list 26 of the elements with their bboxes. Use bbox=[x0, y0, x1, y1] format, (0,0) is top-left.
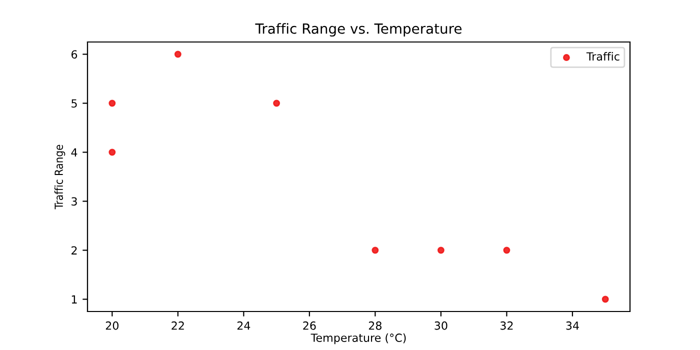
point bbox=[437, 246, 444, 254]
y-tick-label: 2 bbox=[72, 246, 77, 254]
x-tick-label: 34 bbox=[566, 321, 579, 330]
x-tick-label: 22 bbox=[172, 321, 184, 330]
x-tick-label: 20 bbox=[106, 321, 118, 330]
chart-title: Traffic Range vs. Temperature bbox=[255, 23, 462, 37]
point bbox=[602, 296, 609, 303]
x-tick-label: 24 bbox=[237, 321, 250, 330]
point bbox=[108, 100, 116, 107]
point bbox=[503, 246, 510, 254]
legend-label: Traffic bbox=[586, 52, 620, 61]
point bbox=[174, 50, 182, 58]
y-tick-label: 6 bbox=[71, 50, 78, 59]
y-tick-label: 3 bbox=[72, 197, 77, 206]
point bbox=[273, 100, 280, 107]
x-axis-title: Temperature (°C) bbox=[310, 333, 406, 344]
point bbox=[372, 246, 379, 254]
y-tick-label: 5 bbox=[72, 99, 77, 108]
x-tick-label: 32 bbox=[500, 321, 513, 330]
y-axis-title: Traffic Range bbox=[54, 144, 66, 210]
y-tick-label: 1 bbox=[72, 295, 77, 304]
x-tick-label: 30 bbox=[434, 321, 448, 330]
x-tick-label: 26 bbox=[303, 321, 316, 330]
x-tick-label: 28 bbox=[368, 321, 382, 330]
point bbox=[108, 148, 116, 156]
y-tick-label: 4 bbox=[71, 148, 78, 156]
